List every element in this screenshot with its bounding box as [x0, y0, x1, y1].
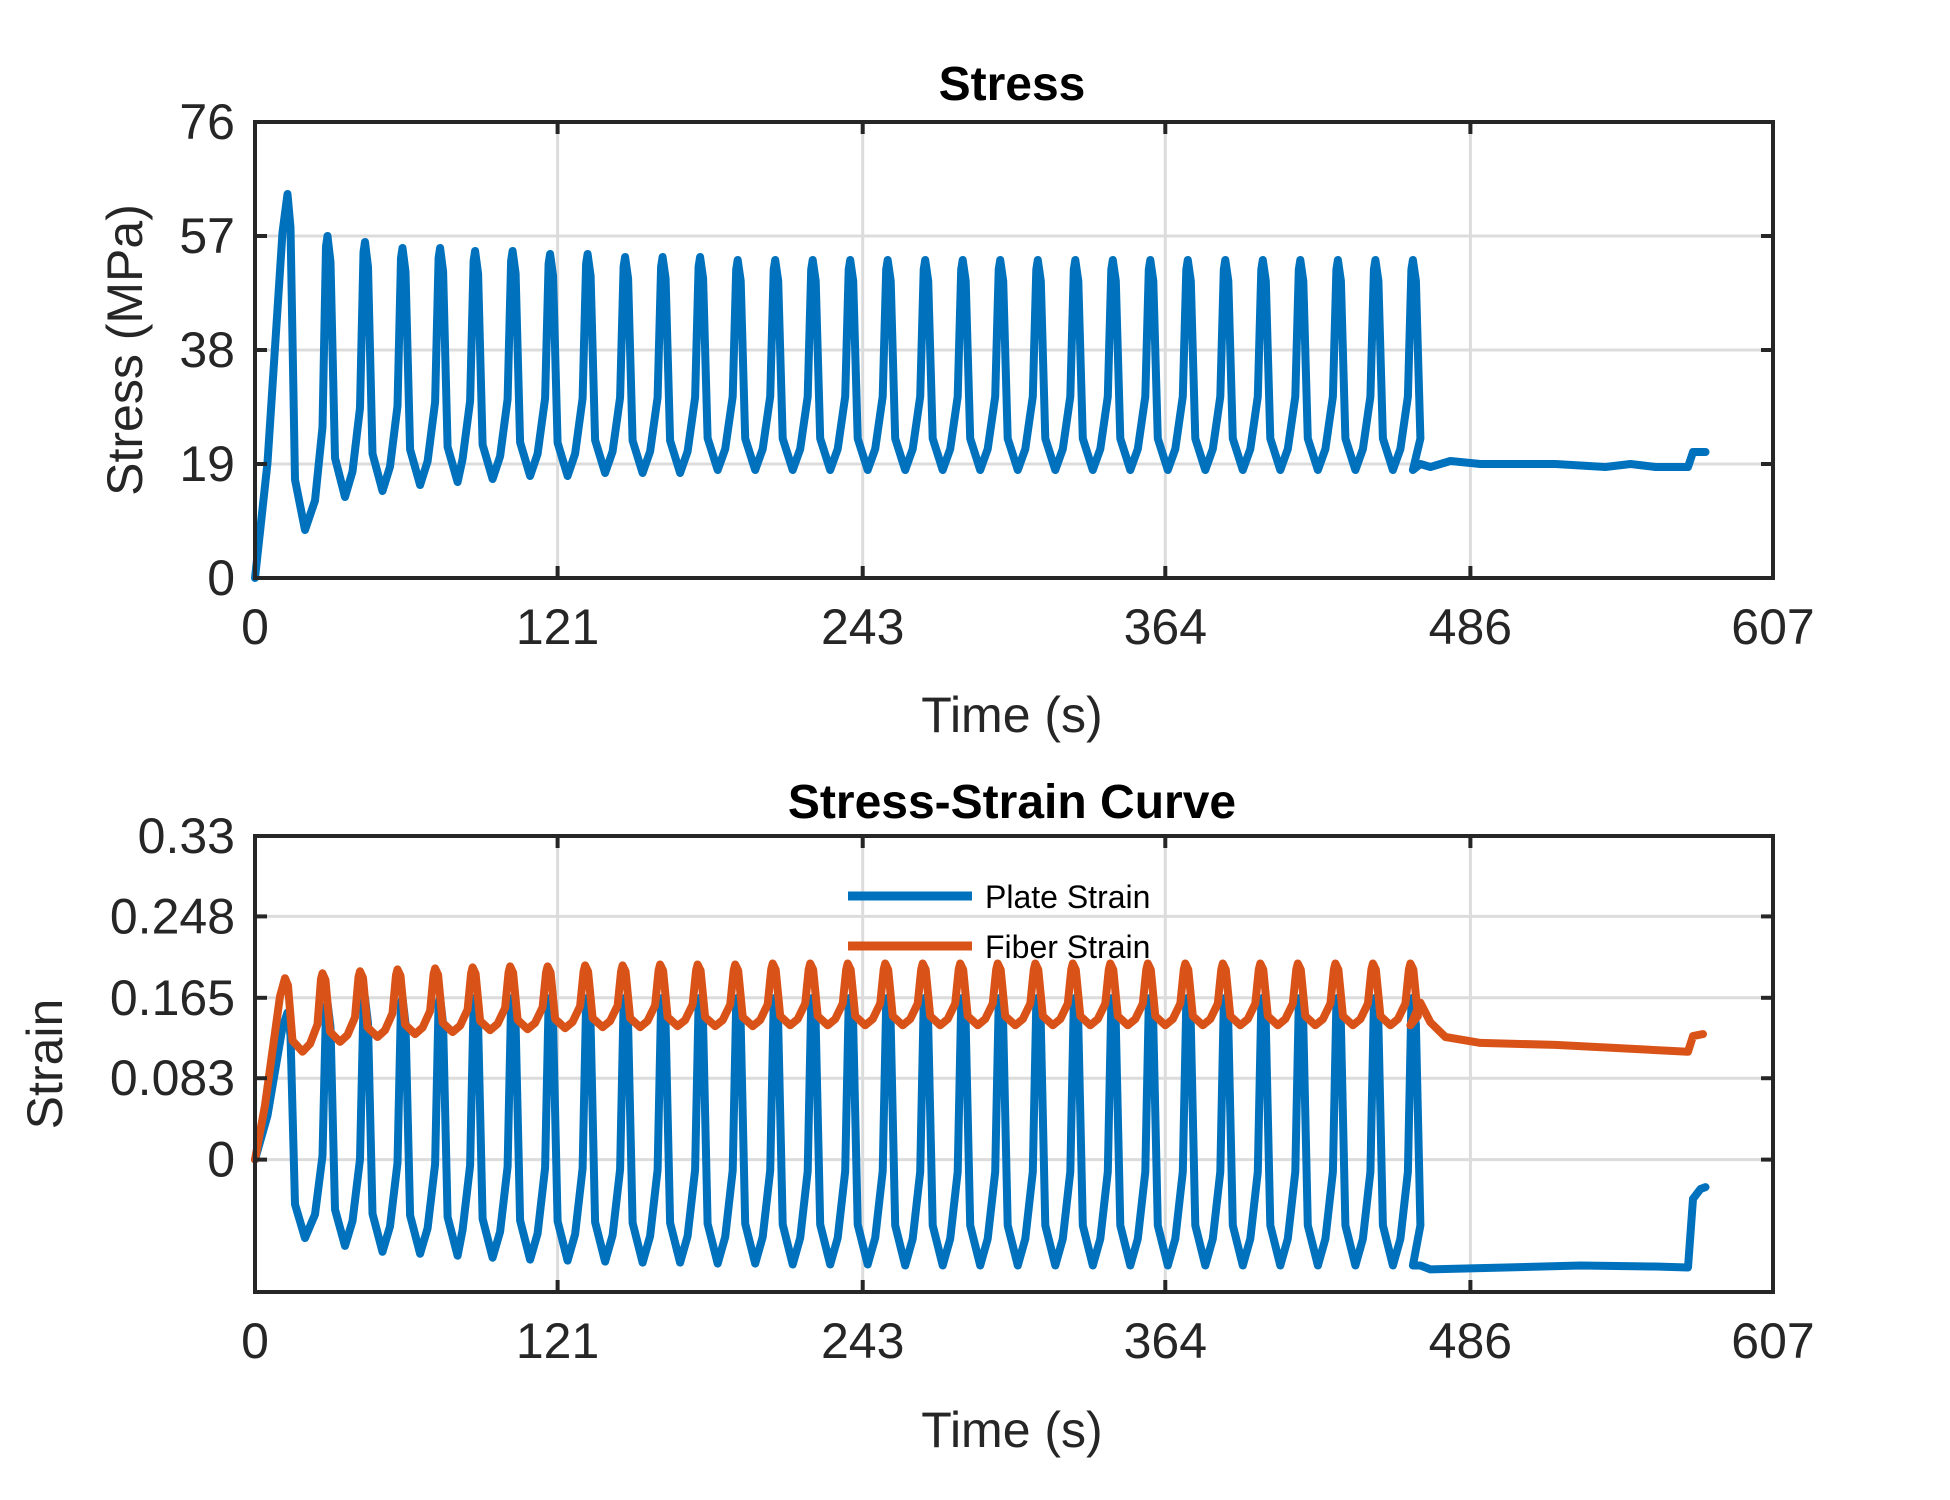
- stress-axes: Stress 0 121 243 364 486 607 0 19 38 57 76 Time (s…: [97, 58, 1815, 743]
- strain-x-axis-label: Time (s): [921, 1402, 1102, 1458]
- stress-x-tick-label: 121: [516, 599, 599, 655]
- strain-x-tick-label: 486: [1429, 1313, 1512, 1369]
- stress-y-tick-label: 38: [179, 322, 235, 378]
- strain-ticks: 0 121 243 364 486 607 0 0.083 0.165 0.248 0.33: [110, 808, 1815, 1369]
- stress-x-tick-label: 0: [241, 599, 269, 655]
- strain-x-tick-label: 607: [1731, 1313, 1814, 1369]
- strain-series-group: [251, 959, 1710, 1274]
- stress-y-tick-label: 0: [207, 550, 235, 606]
- stress-x-tick-label: 607: [1731, 599, 1814, 655]
- stress-y-tick-label: 76: [179, 94, 235, 150]
- strain-y-tick-label: 0.33: [138, 808, 235, 864]
- strain-x-tick-label: 364: [1124, 1313, 1207, 1369]
- stress-x-tick-label: 486: [1429, 599, 1512, 655]
- strain-x-tick-label: 243: [821, 1313, 904, 1369]
- strain-y-tick-label: 0.165: [110, 970, 235, 1026]
- stress-chart-title: Stress: [939, 58, 1086, 111]
- strain-y-axis-label: Strain: [17, 999, 73, 1130]
- strain-y-tick-label: 0.083: [110, 1050, 235, 1106]
- strain-y-tick-label: 0: [207, 1132, 235, 1188]
- strain-axes-box: [253, 834, 1775, 1294]
- legend-label-fiber-strain: Fiber Strain: [985, 929, 1150, 965]
- stress-y-tick-label: 19: [179, 436, 235, 492]
- strain-x-tick-label: 121: [516, 1313, 599, 1369]
- strain-axes: Stress-Strain Curve 0 121 243 364 486 607 0 0.0…: [17, 776, 1815, 1458]
- stress-x-tick-label: 243: [821, 599, 904, 655]
- stress-x-tick-label: 364: [1124, 599, 1207, 655]
- strain-y-tick-label: 0.248: [110, 888, 235, 944]
- strain-chart-title: Stress-Strain Curve: [788, 776, 1236, 829]
- strain-series-line-fiber-strain: [251, 959, 1707, 1164]
- stress-x-axis-label: Time (s): [921, 687, 1102, 743]
- legend-label-plate-strain: Plate Strain: [985, 879, 1150, 915]
- stress-series-group: [251, 190, 1710, 582]
- stress-y-axis-label: Stress (MPa): [97, 204, 153, 496]
- stress-series-line-stress: [251, 190, 1710, 582]
- stress-y-tick-label: 57: [179, 208, 235, 264]
- stress-ticks: 0 121 243 364 486 607 0 19 38 57 76: [179, 94, 1814, 655]
- strain-x-tick-label: 0: [241, 1313, 269, 1369]
- strain-legend: Plate Strain Fiber Strain: [848, 879, 1150, 965]
